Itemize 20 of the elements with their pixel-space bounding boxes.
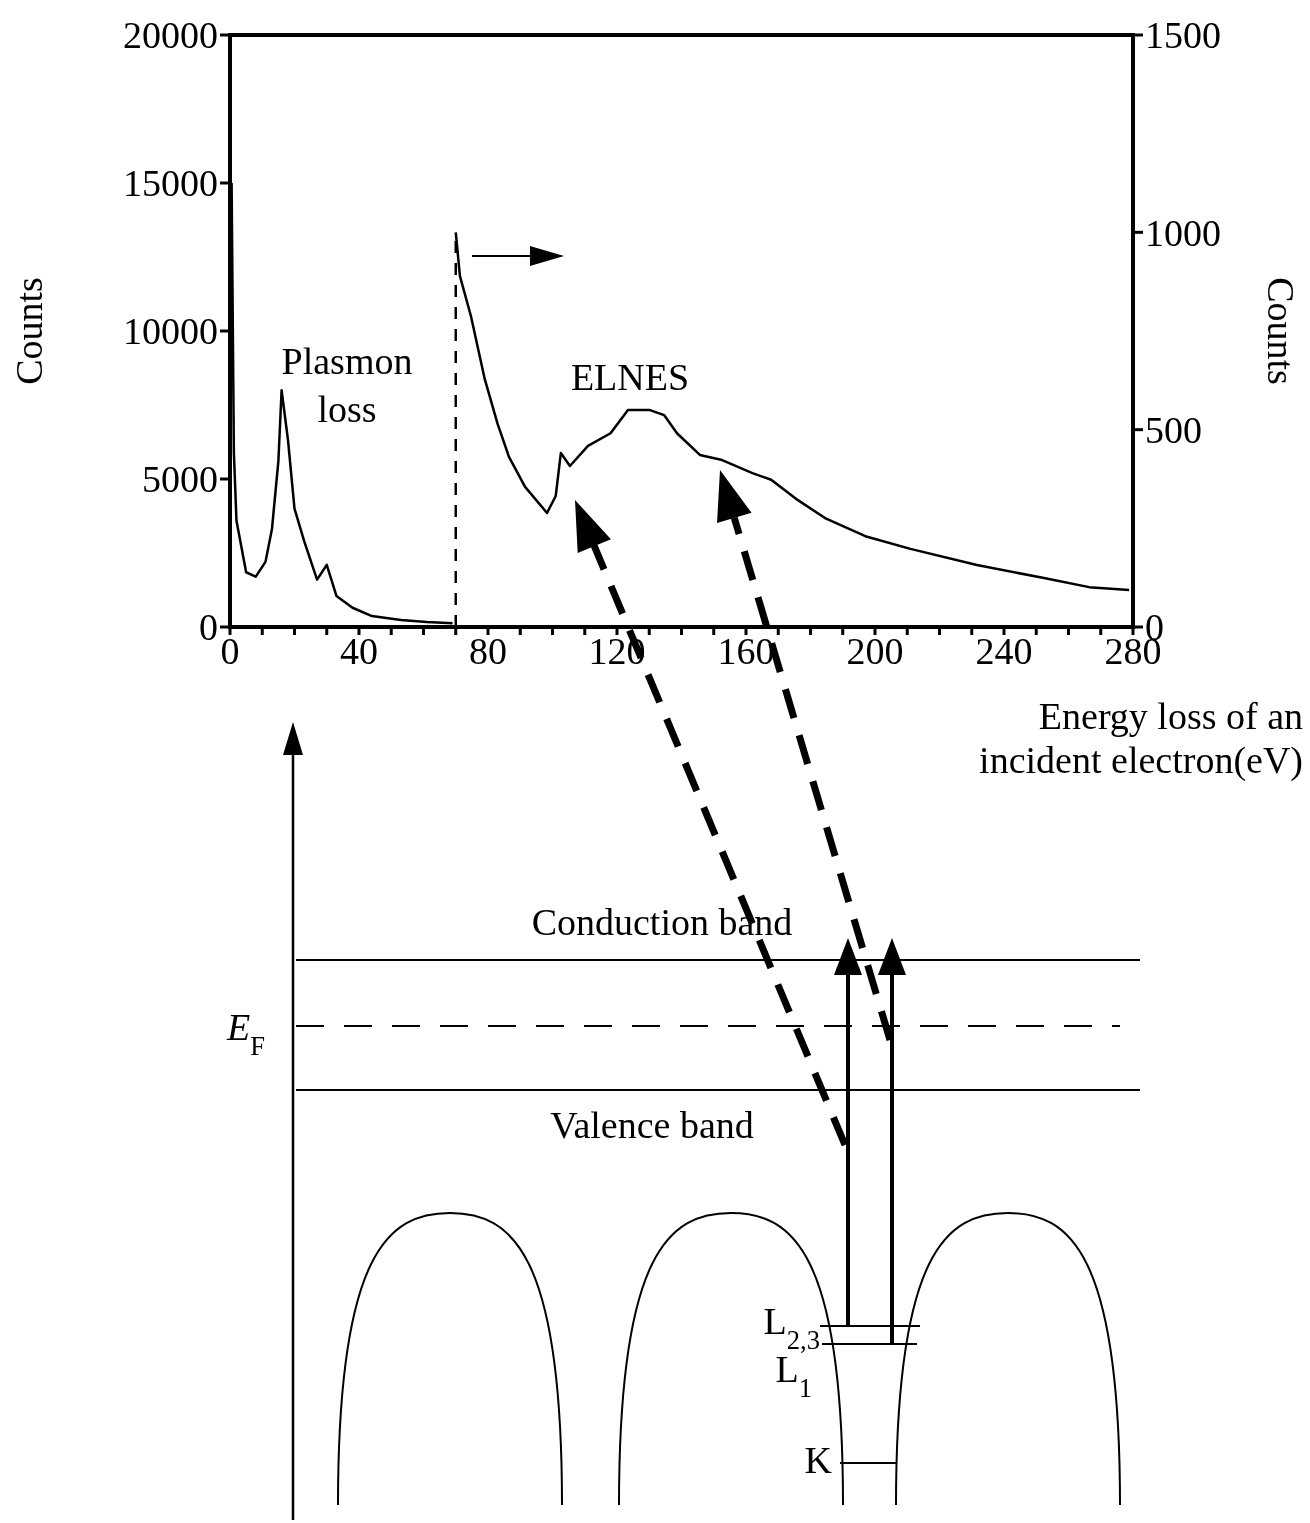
y-tick-label: 10000 [123, 310, 218, 353]
y-tick-label: 20000 [123, 14, 218, 57]
text: Conduction band [531, 901, 793, 943]
text: E$_{F}$ [225, 1006, 265, 1061]
x-tick-label: 80 [469, 629, 507, 672]
y-axis-title: Counts [8, 277, 50, 385]
y2-axis-title: Counts [1260, 277, 1302, 385]
annotation: Plasmon loss [281, 340, 413, 430]
y-tick-label: 5000 [142, 458, 218, 501]
y2-tick-label: 500 [1145, 409, 1202, 452]
x-axis-title: Energy loss of an incident electron(eV) [979, 695, 1303, 782]
x-tick-label: 200 [846, 629, 904, 672]
y-tick-label: 15000 [123, 162, 218, 205]
x-tick-label: 240 [975, 629, 1033, 672]
y2-tick-label: 1500 [1145, 14, 1221, 57]
y2-tick-label: 1000 [1145, 211, 1221, 254]
text: K [804, 1439, 833, 1481]
text: Valence band [550, 1104, 754, 1146]
x-tick-label: 40 [340, 629, 378, 672]
annotation: ELNES [570, 356, 690, 398]
